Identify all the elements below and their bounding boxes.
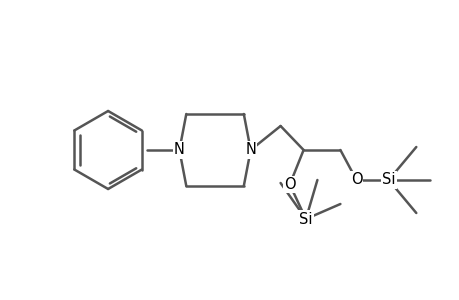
- Text: Si: Si: [298, 212, 312, 226]
- Text: O: O: [350, 172, 362, 188]
- Text: O: O: [283, 177, 295, 192]
- Text: N: N: [245, 142, 256, 158]
- Text: N: N: [174, 142, 185, 158]
- Text: Si: Si: [381, 172, 395, 188]
